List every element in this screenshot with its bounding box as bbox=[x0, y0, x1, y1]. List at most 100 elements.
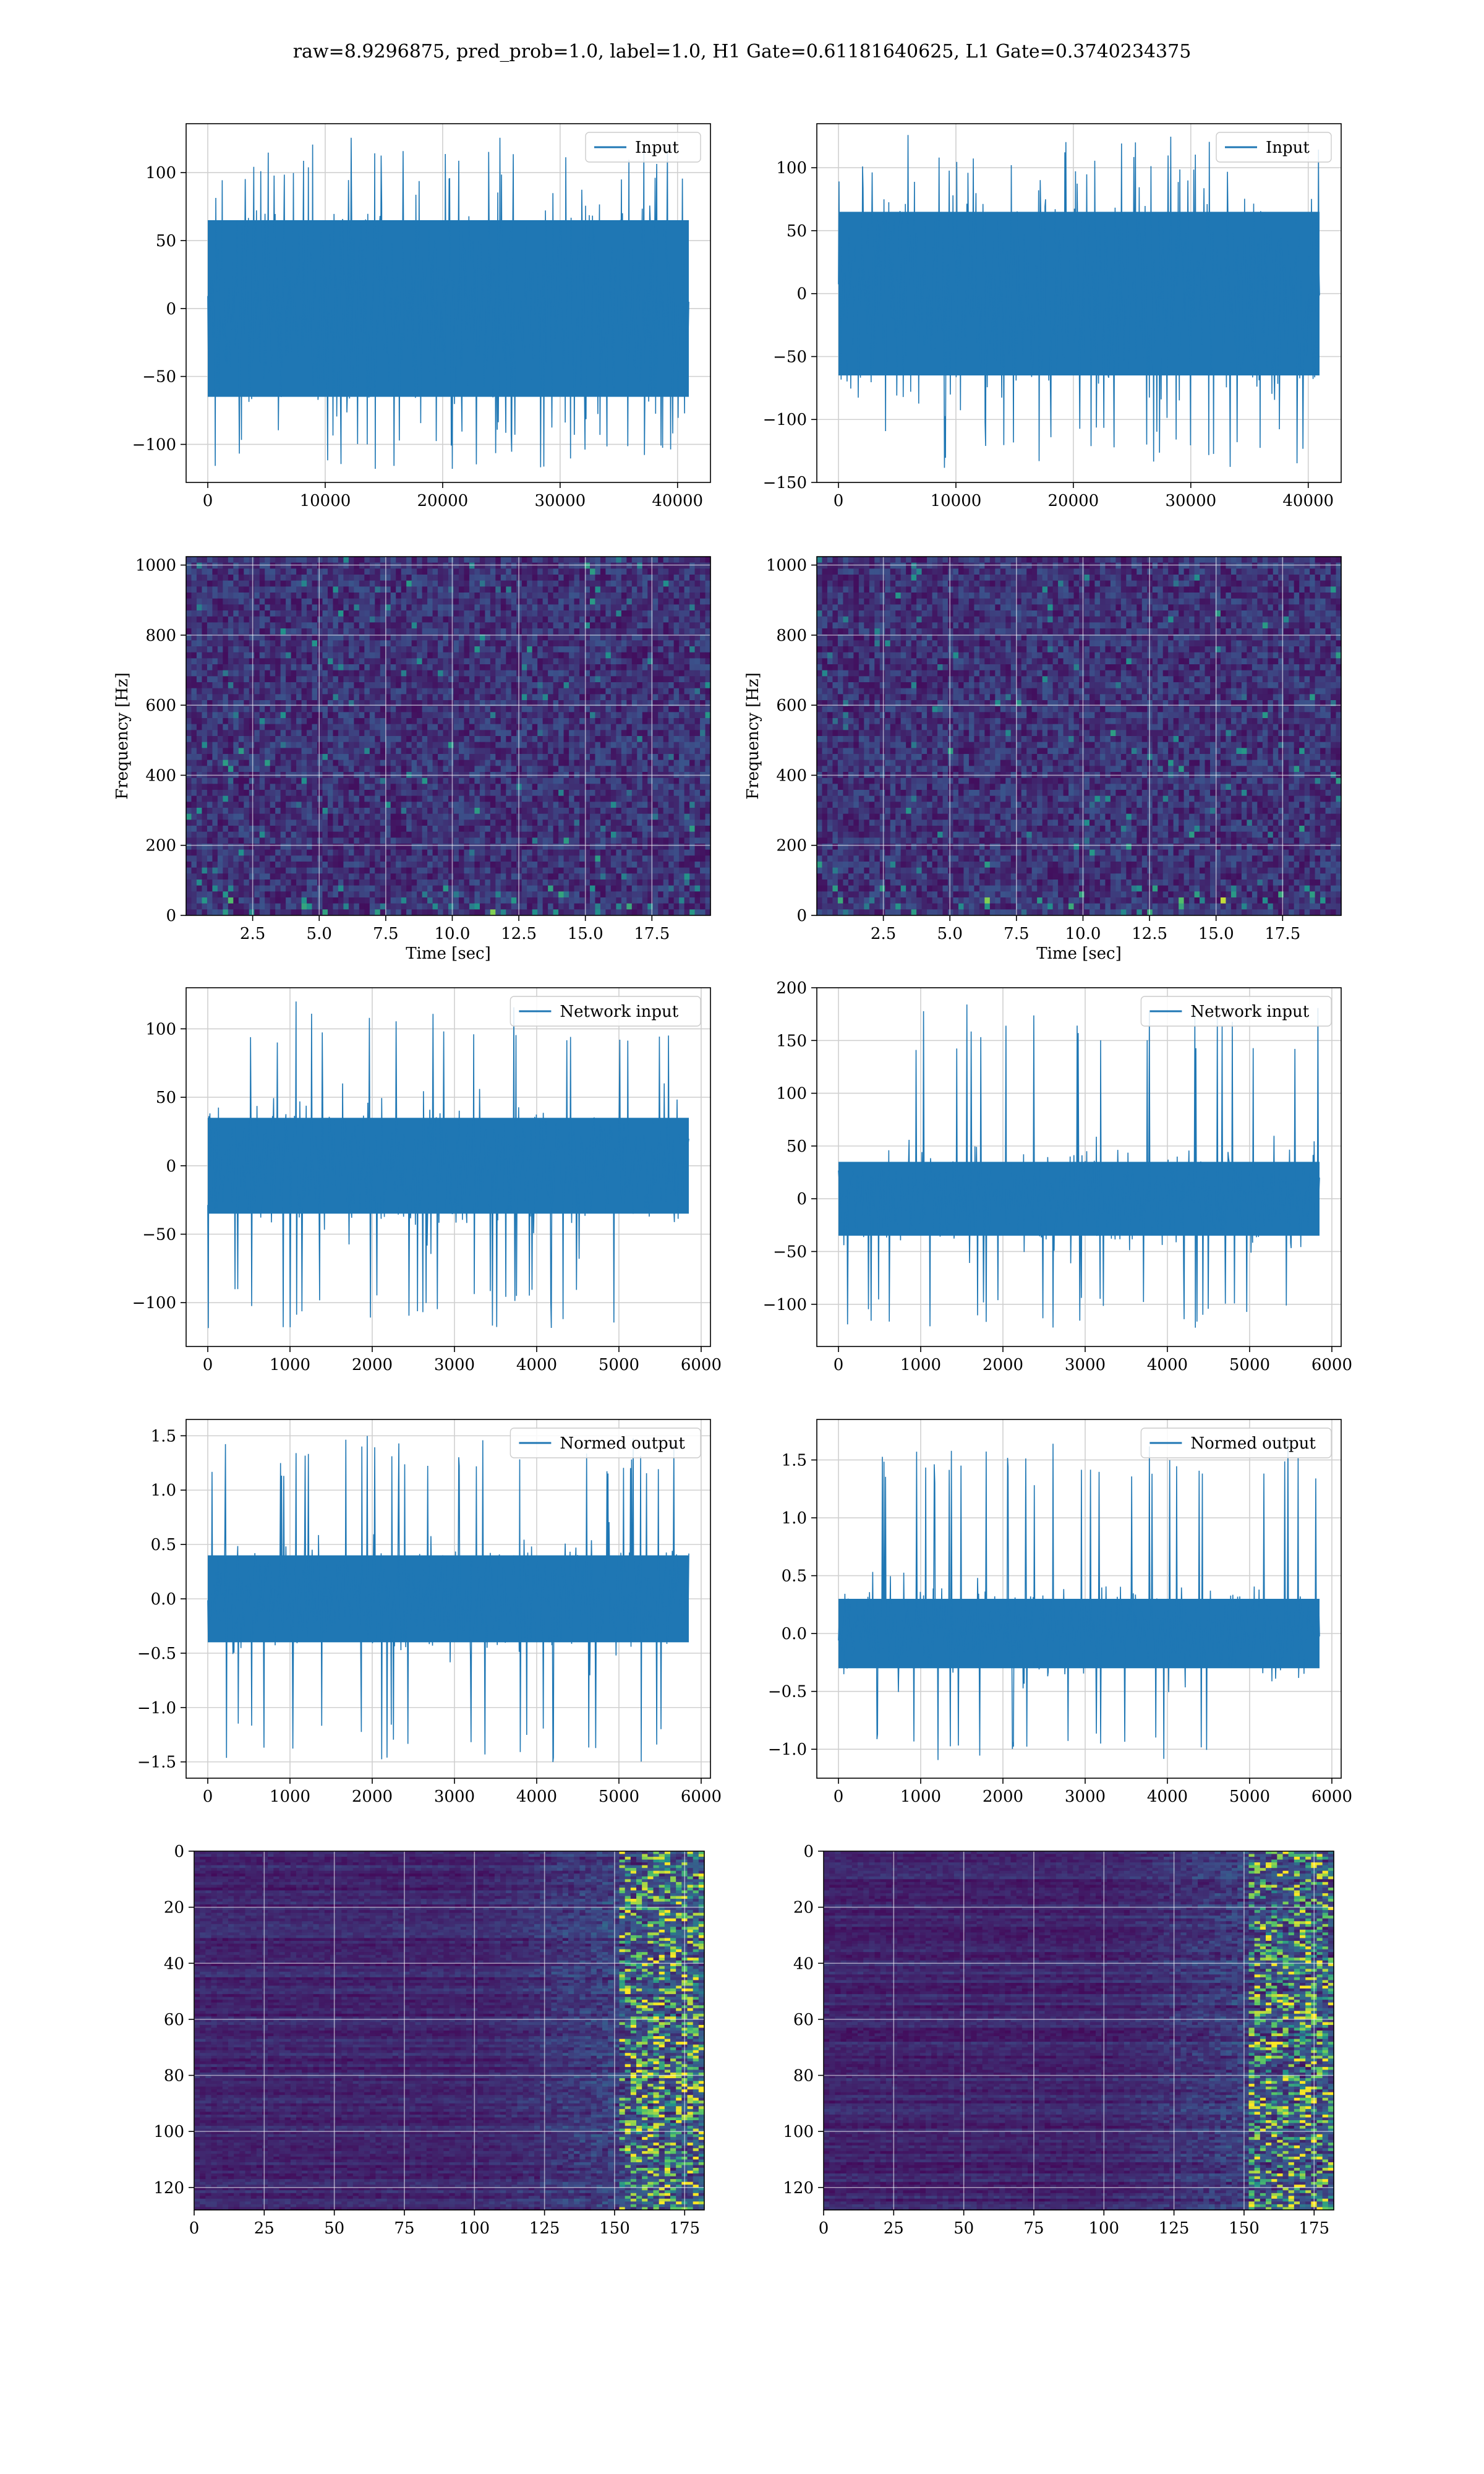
heat-cell bbox=[433, 646, 438, 653]
heat-cell bbox=[574, 586, 580, 593]
heat-cell bbox=[270, 599, 276, 605]
heat-cell bbox=[233, 748, 239, 754]
heat-cell bbox=[312, 790, 318, 796]
heat-cell bbox=[616, 826, 621, 832]
heat-cell bbox=[626, 664, 632, 670]
heat-cell bbox=[506, 844, 511, 850]
heat-cell bbox=[401, 760, 407, 766]
heat-cell bbox=[333, 760, 338, 766]
heat-cell bbox=[338, 760, 344, 766]
heat-cell bbox=[207, 790, 213, 796]
heat-cell bbox=[527, 790, 532, 796]
heat-cell bbox=[574, 724, 580, 730]
heat-cell bbox=[338, 802, 344, 808]
heat-cell bbox=[605, 646, 611, 653]
heat-cell bbox=[406, 664, 412, 670]
heat-cell bbox=[239, 802, 244, 808]
heat-cell bbox=[511, 628, 517, 635]
heat-cell bbox=[354, 706, 359, 713]
heat-cell bbox=[343, 586, 349, 593]
heat-cell bbox=[464, 766, 469, 772]
heat-cell bbox=[590, 730, 595, 736]
heat-cell bbox=[668, 844, 674, 850]
heat-cell bbox=[322, 563, 328, 569]
heat-cell bbox=[338, 724, 344, 730]
heat-cell bbox=[653, 676, 659, 682]
heat-cell bbox=[406, 622, 412, 628]
heat-cell bbox=[270, 760, 276, 766]
heat-cell bbox=[302, 814, 307, 820]
heat-cell bbox=[333, 604, 338, 610]
heat-cell bbox=[191, 850, 197, 856]
heat-cell bbox=[464, 586, 469, 593]
heat-cell bbox=[281, 784, 286, 790]
heat-cell bbox=[438, 622, 443, 628]
heat-cell bbox=[249, 676, 255, 682]
heat-cell bbox=[228, 802, 234, 808]
heat-cell bbox=[632, 628, 638, 635]
heat-cell bbox=[501, 646, 506, 653]
heat-cell bbox=[600, 610, 606, 617]
heat-cell bbox=[417, 670, 422, 677]
heat-cell bbox=[658, 724, 663, 730]
heat-cell bbox=[359, 557, 365, 563]
heat-cell bbox=[401, 628, 407, 635]
heat-cell bbox=[265, 622, 270, 628]
heat-cell bbox=[621, 832, 627, 838]
heat-cell bbox=[543, 784, 548, 790]
heat-cell bbox=[679, 778, 684, 784]
heat-cell bbox=[212, 694, 218, 700]
heat-cell bbox=[375, 826, 380, 832]
heat-cell bbox=[543, 593, 548, 599]
heat-cell bbox=[328, 766, 333, 772]
heat-cell bbox=[212, 718, 218, 724]
heat-cell bbox=[422, 748, 428, 754]
heat-cell bbox=[270, 658, 276, 664]
heat-cell bbox=[197, 718, 202, 724]
heat-cell bbox=[275, 736, 281, 742]
heat-cell bbox=[322, 790, 328, 796]
heat-cell bbox=[564, 581, 569, 587]
heat-cell bbox=[291, 593, 297, 599]
heat-cell bbox=[653, 796, 659, 802]
heat-cell bbox=[186, 778, 192, 784]
heat-cell bbox=[265, 826, 270, 832]
heat-cell bbox=[312, 646, 318, 653]
heat-cell bbox=[333, 593, 338, 599]
heat-cell bbox=[343, 790, 349, 796]
heat-cell bbox=[506, 604, 511, 610]
heat-cell bbox=[689, 742, 695, 748]
heat-cell bbox=[558, 808, 564, 814]
heat-cell bbox=[564, 766, 569, 772]
heat-cell bbox=[469, 658, 475, 664]
input-l1-legend-label: Input bbox=[1266, 139, 1310, 157]
heat-cell bbox=[317, 814, 323, 820]
heat-cell bbox=[343, 820, 349, 826]
heat-cell bbox=[469, 593, 475, 599]
heat-cell bbox=[296, 646, 302, 653]
heat-cell bbox=[391, 778, 396, 784]
heat-cell bbox=[359, 610, 365, 617]
heat-cell bbox=[433, 796, 438, 802]
heat-cell bbox=[642, 610, 648, 617]
heat-cell bbox=[574, 622, 580, 628]
heat-cell bbox=[349, 748, 354, 754]
heat-cell bbox=[511, 784, 517, 790]
heat-cell bbox=[317, 568, 323, 575]
heat-cell bbox=[637, 670, 642, 677]
heat-cell bbox=[632, 742, 638, 748]
heat-cell bbox=[579, 617, 585, 623]
heat-cell bbox=[364, 646, 370, 653]
heat-cell bbox=[485, 790, 490, 796]
heat-cell bbox=[401, 646, 407, 653]
heat-cell bbox=[595, 730, 600, 736]
heat-cell bbox=[359, 622, 365, 628]
heat-cell bbox=[265, 604, 270, 610]
heat-cell bbox=[621, 814, 627, 820]
heat-cell bbox=[359, 808, 365, 814]
heat-cell bbox=[338, 712, 344, 718]
heat-cell bbox=[328, 706, 333, 713]
heat-cell bbox=[700, 694, 706, 700]
heat-cell bbox=[553, 760, 559, 766]
heat-cell bbox=[532, 617, 538, 623]
